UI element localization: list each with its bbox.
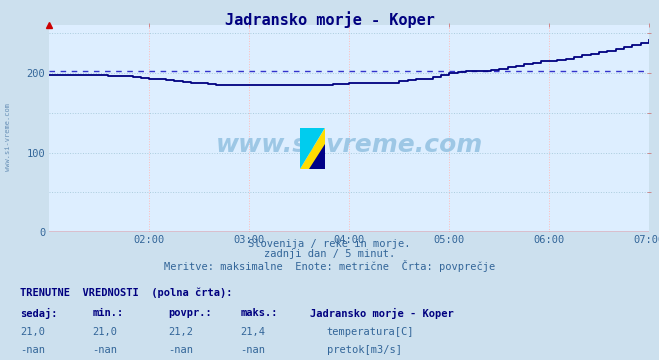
Text: 21,0: 21,0 [20, 327, 45, 337]
Text: Meritve: maksimalne  Enote: metrične  Črta: povprečje: Meritve: maksimalne Enote: metrične Črta… [164, 260, 495, 271]
Text: temperatura[C]: temperatura[C] [327, 327, 415, 337]
Text: 21,2: 21,2 [168, 327, 193, 337]
Text: www.si-vreme.com: www.si-vreme.com [5, 103, 11, 171]
Text: Slovenija / reke in morje.: Slovenija / reke in morje. [248, 239, 411, 249]
Polygon shape [300, 128, 325, 169]
Text: 21,4: 21,4 [241, 327, 266, 337]
Text: min.:: min.: [92, 308, 123, 318]
Text: zadnji dan / 5 minut.: zadnji dan / 5 minut. [264, 249, 395, 260]
Text: www.si-vreme.com: www.si-vreme.com [215, 133, 483, 157]
Text: Jadransko morje - Koper: Jadransko morje - Koper [310, 308, 453, 319]
Text: maks.:: maks.: [241, 308, 278, 318]
Text: -nan: -nan [20, 345, 45, 355]
Text: 21,0: 21,0 [92, 327, 117, 337]
Polygon shape [300, 128, 325, 169]
Text: -nan: -nan [168, 345, 193, 355]
Text: TRENUTNE  VREDNOSTI  (polna črta):: TRENUTNE VREDNOSTI (polna črta): [20, 288, 232, 298]
Text: pretok[m3/s]: pretok[m3/s] [327, 345, 402, 355]
Text: Jadransko morje - Koper: Jadransko morje - Koper [225, 11, 434, 28]
Text: -nan: -nan [241, 345, 266, 355]
Polygon shape [309, 144, 325, 169]
Text: sedaj:: sedaj: [20, 308, 57, 319]
Text: -nan: -nan [92, 345, 117, 355]
Text: povpr.:: povpr.: [168, 308, 212, 318]
